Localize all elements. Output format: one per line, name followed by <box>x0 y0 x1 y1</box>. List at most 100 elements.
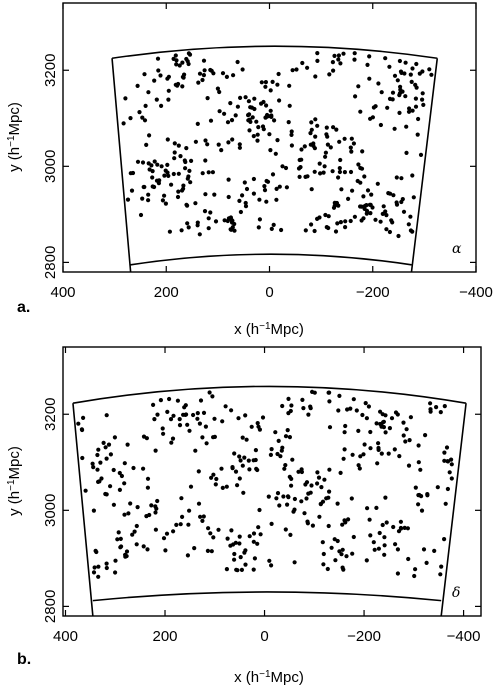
galaxy-point <box>315 470 320 475</box>
galaxy-point <box>165 137 170 142</box>
galaxy-point <box>172 141 177 146</box>
galaxy-point <box>183 159 188 165</box>
galaxy-point <box>334 200 339 206</box>
galaxy-point <box>359 166 365 171</box>
galaxy-point <box>340 547 345 552</box>
galaxy-point <box>128 171 133 176</box>
galaxy-point <box>225 120 231 125</box>
galaxy-point <box>325 142 330 147</box>
galaxy-point <box>187 428 192 433</box>
galaxy-point <box>344 554 349 559</box>
galaxy-point <box>424 560 429 566</box>
galaxy-point <box>103 445 108 450</box>
galaxy-point <box>178 522 183 527</box>
galaxy-point <box>392 73 398 78</box>
galaxy-point <box>346 196 351 201</box>
y-axis-title-a-part1: y (h <box>6 147 23 172</box>
galaxy-point <box>277 184 282 189</box>
galaxy-point <box>196 469 201 474</box>
galaxy-point <box>173 82 178 87</box>
galaxy-point <box>143 103 148 108</box>
galaxy-point <box>195 223 200 228</box>
galaxy-point <box>403 94 408 99</box>
galaxy-point <box>154 506 159 511</box>
galaxy-point <box>246 458 251 463</box>
galaxy-point <box>183 412 188 417</box>
y-axis-title-b-part1: y (h <box>6 491 23 516</box>
galaxy-point <box>443 501 448 506</box>
galaxy-point <box>269 447 274 452</box>
galaxy-point <box>176 171 181 176</box>
galaxy-point <box>378 219 383 224</box>
galaxy-point <box>372 547 377 552</box>
galaxy-point <box>178 154 183 159</box>
galaxy-point <box>134 542 139 547</box>
galaxy-point <box>200 518 205 524</box>
galaxy-point <box>226 194 231 200</box>
galaxy-point <box>268 88 273 93</box>
galaxy-point <box>193 201 198 206</box>
galaxy-point <box>171 529 176 534</box>
galaxy-point <box>243 413 248 418</box>
galaxy-point <box>421 547 427 552</box>
galaxy-point <box>268 452 273 457</box>
galaxy-point <box>397 454 402 459</box>
galaxy-point <box>185 422 190 427</box>
galaxy-point <box>259 80 264 85</box>
galaxy-point <box>152 159 157 164</box>
galaxy-point <box>137 110 142 115</box>
galaxy-point <box>321 170 326 175</box>
galaxy-point <box>383 430 388 435</box>
galaxy-point <box>230 137 235 142</box>
galaxy-point <box>323 150 328 155</box>
galaxy-point <box>365 62 370 67</box>
galaxy-point <box>362 174 367 179</box>
galaxy-point <box>442 450 447 455</box>
galaxy-point <box>392 126 397 131</box>
galaxy-point <box>334 127 339 132</box>
galaxy-point <box>364 558 369 563</box>
galaxy-point <box>187 52 193 57</box>
galaxy-point <box>200 435 205 440</box>
galaxy-point <box>208 531 213 536</box>
galaxy-point <box>230 218 235 223</box>
galaxy-point <box>192 546 197 551</box>
galaxy-point <box>104 565 109 571</box>
galaxy-point <box>301 406 306 411</box>
galaxy-point <box>361 452 366 457</box>
galaxy-point <box>340 522 345 527</box>
galaxy-point <box>257 217 262 222</box>
galaxy-point <box>268 148 273 153</box>
y-axis-title-a: y (h−1Mpc) <box>6 102 24 172</box>
galaxy-point <box>96 574 101 579</box>
galaxy-point <box>333 229 339 234</box>
galaxy-point <box>118 545 123 550</box>
galaxy-point <box>179 496 184 501</box>
galaxy-point <box>166 88 171 93</box>
galaxy-point <box>294 67 299 72</box>
galaxy-point <box>163 201 168 206</box>
panel-label-a: a. <box>17 299 30 316</box>
galaxy-point <box>217 89 222 95</box>
galaxy-point <box>388 191 393 196</box>
galaxy-point <box>351 397 356 402</box>
galaxy-point <box>381 419 386 424</box>
galaxy-point <box>224 484 229 489</box>
galaxy-point <box>339 552 344 557</box>
galaxy-point <box>244 186 250 192</box>
galaxy-point <box>238 95 243 100</box>
galaxy-point <box>202 209 208 214</box>
galaxy-point <box>242 180 247 185</box>
galaxy-point <box>408 72 413 77</box>
galaxy-point <box>122 512 127 517</box>
galaxy-point <box>290 68 295 73</box>
galaxy-point <box>308 404 313 409</box>
galaxy-point <box>406 556 411 562</box>
galaxy-point <box>279 448 284 453</box>
galaxy-point <box>362 206 367 211</box>
galaxy-point <box>283 463 288 468</box>
galaxy-point <box>117 487 122 492</box>
galaxy-point <box>193 448 198 453</box>
galaxy-point <box>325 566 330 572</box>
